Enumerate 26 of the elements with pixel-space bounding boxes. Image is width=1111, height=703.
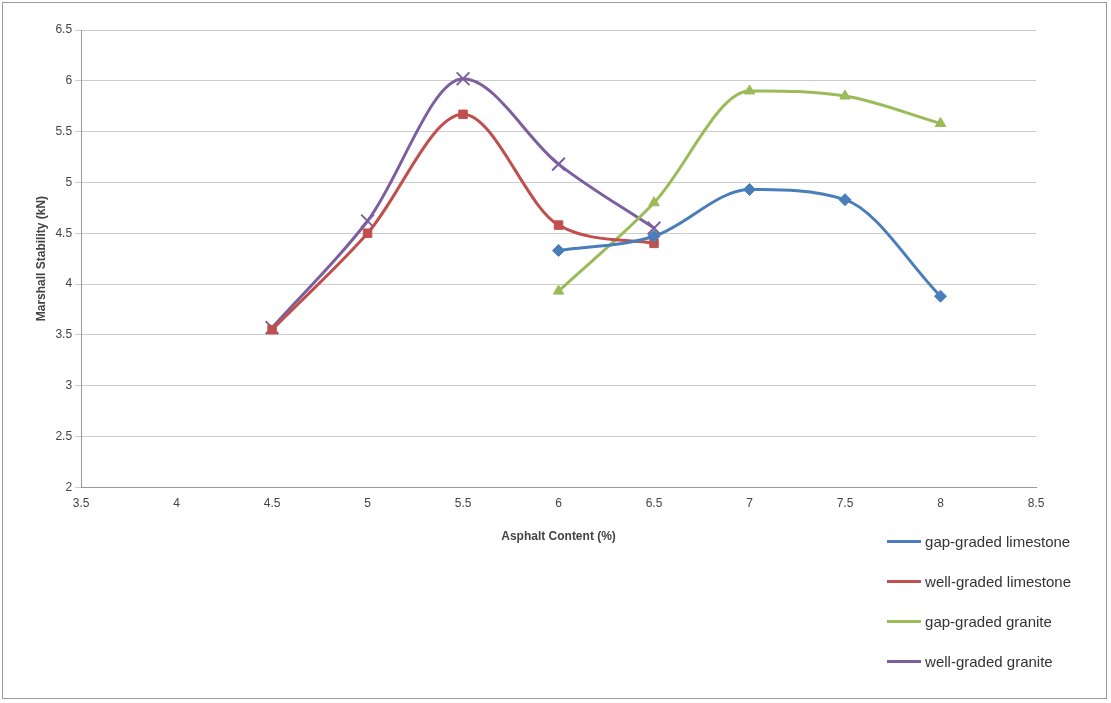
x-tick-label: 8.5	[1027, 495, 1045, 510]
y-tick-label: 2	[65, 479, 73, 494]
legend-label: gap-graded granite	[925, 612, 1052, 630]
legend-label: well-graded limestone	[925, 572, 1071, 590]
x-tick-label: 5	[364, 495, 372, 510]
x-axis-title: Asphalt Content (%)	[501, 529, 616, 544]
y-axis-title: Marshall Stability (kN)	[33, 195, 48, 322]
y-tick-label: 2.5	[55, 428, 73, 443]
y-tick-label: 6.5	[55, 22, 73, 37]
legend-label: well-graded granite	[925, 652, 1053, 670]
y-tick-label: 3	[65, 377, 73, 392]
x-tick-label: 7.5	[836, 495, 854, 510]
x-tick-label: 4	[173, 495, 181, 510]
x-tick-label: 8	[937, 495, 945, 510]
y-tick-label: 3.5	[55, 327, 73, 342]
y-tick-label: 5.5	[55, 123, 73, 138]
y-tick-label: 5	[65, 174, 73, 189]
y-tick-label: 4.5	[55, 225, 73, 240]
y-tick-label: 4	[65, 276, 73, 291]
x-tick-label: 6	[555, 495, 563, 510]
y-tick-label: 6	[65, 73, 73, 88]
x-tick-label: 7	[746, 495, 754, 510]
x-tick-label: 4.5	[263, 495, 281, 510]
x-tick-label: 5.5	[454, 495, 472, 510]
legend-label: gap-graded limestone	[925, 532, 1071, 550]
x-tick-label: 6.5	[645, 495, 663, 510]
